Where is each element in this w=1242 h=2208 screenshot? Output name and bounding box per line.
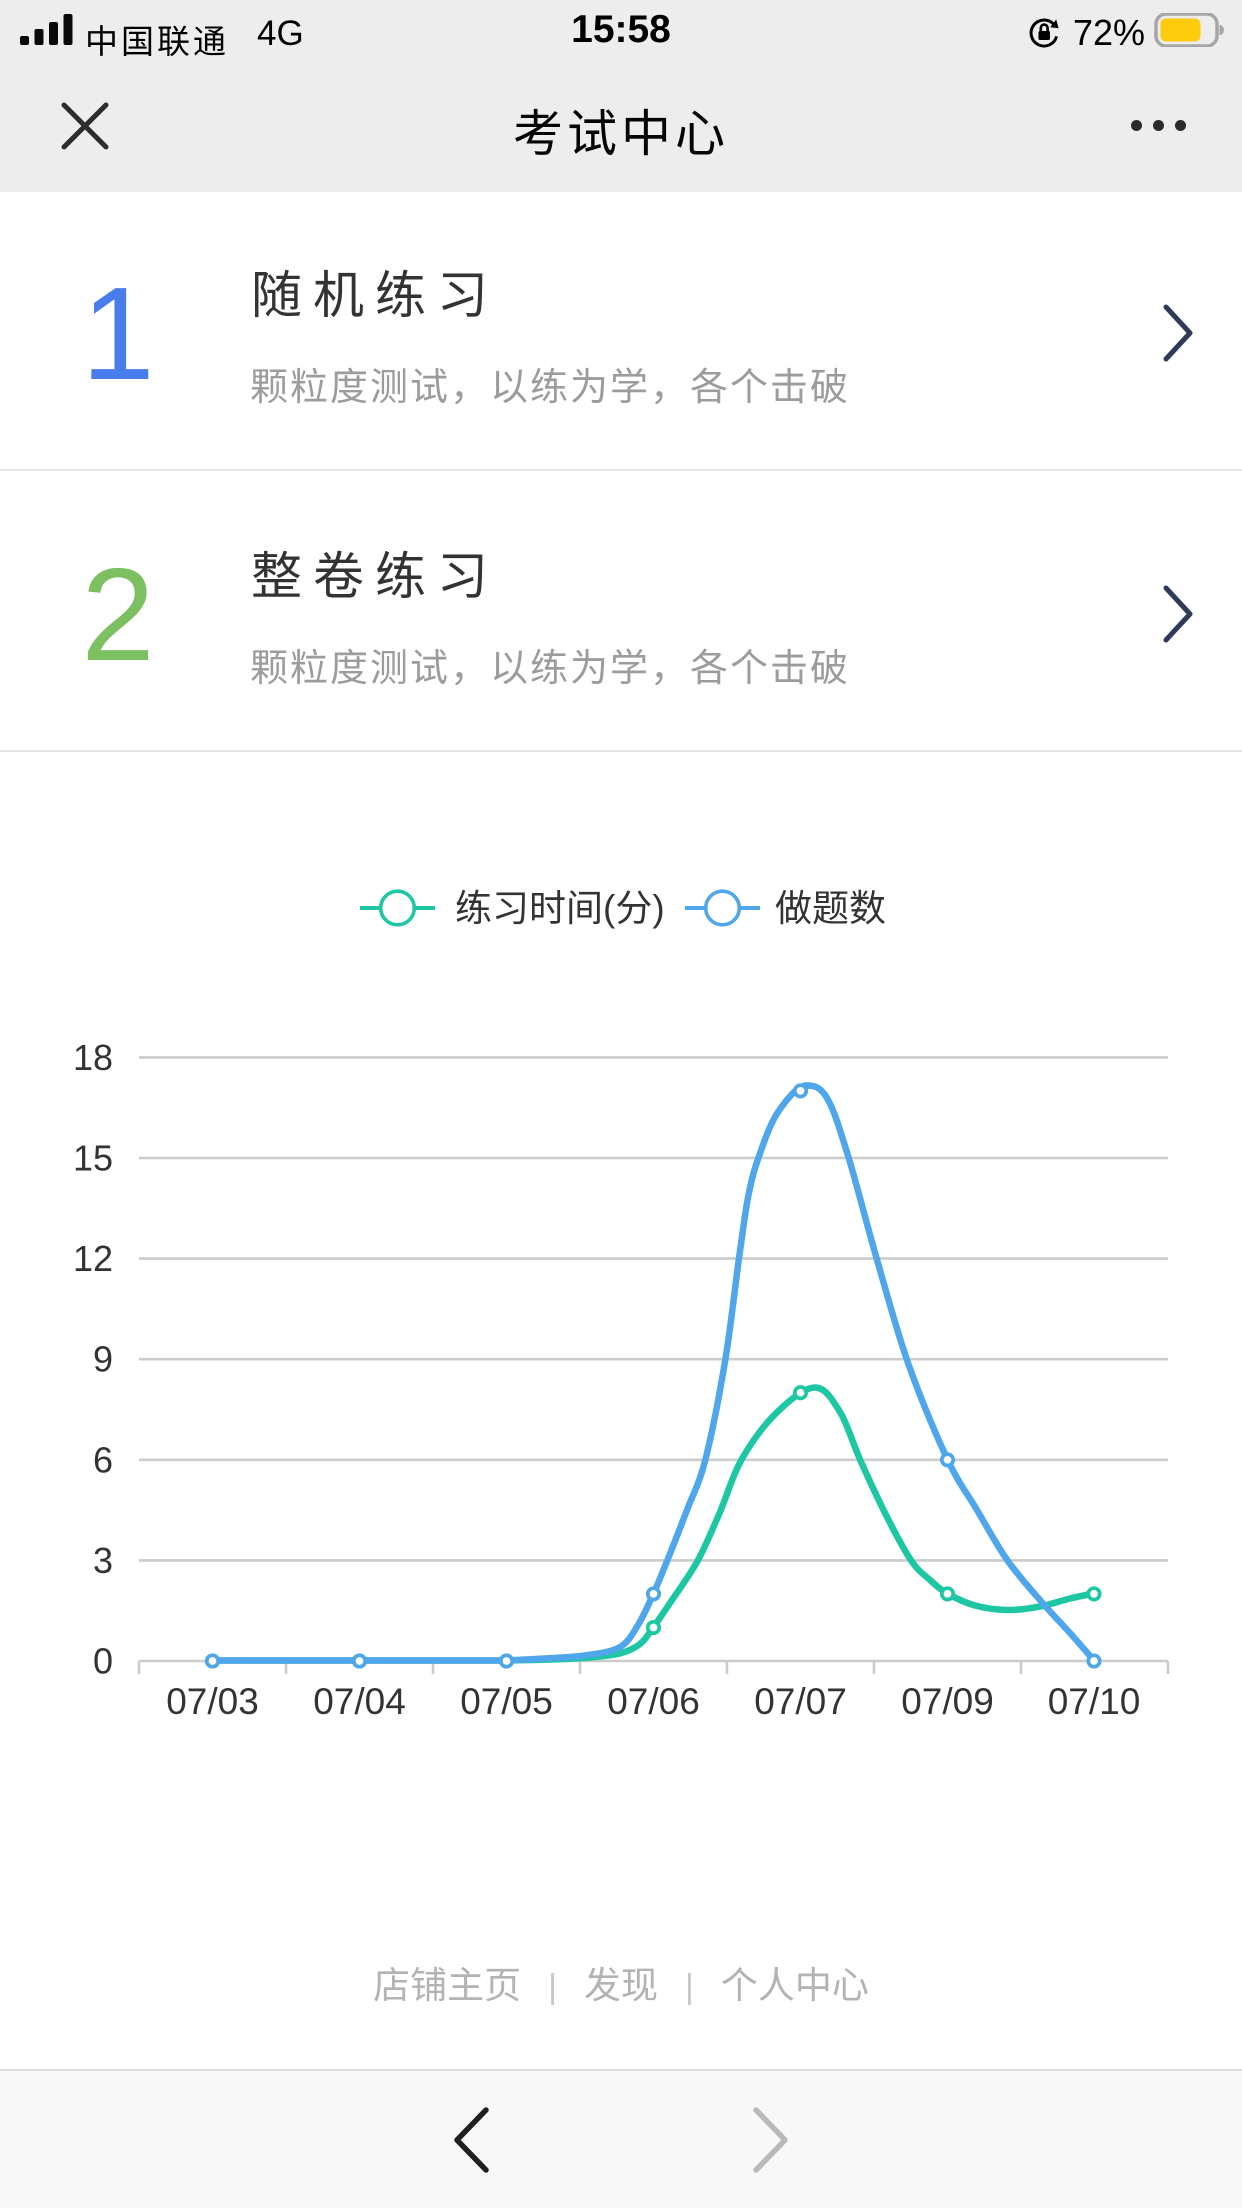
svg-text:12: 12 bbox=[73, 1238, 113, 1279]
svg-text:07/04: 07/04 bbox=[313, 1681, 406, 1722]
svg-text:6: 6 bbox=[93, 1439, 113, 1480]
svg-text:07/10: 07/10 bbox=[1048, 1681, 1141, 1722]
svg-text:07/06: 07/06 bbox=[607, 1681, 700, 1722]
svg-text:3: 3 bbox=[93, 1540, 113, 1581]
svg-text:15: 15 bbox=[73, 1138, 113, 1179]
svg-text:07/07: 07/07 bbox=[754, 1681, 847, 1722]
svg-text:07/05: 07/05 bbox=[460, 1681, 553, 1722]
svg-text:07/09: 07/09 bbox=[901, 1681, 994, 1722]
svg-text:07/03: 07/03 bbox=[166, 1681, 259, 1722]
svg-text:练习时间(分): 练习时间(分) bbox=[455, 888, 665, 929]
svg-text:0: 0 bbox=[93, 1641, 113, 1682]
svg-text:9: 9 bbox=[93, 1339, 113, 1380]
svg-text:18: 18 bbox=[73, 1037, 113, 1078]
svg-text:做题数: 做题数 bbox=[775, 888, 886, 929]
